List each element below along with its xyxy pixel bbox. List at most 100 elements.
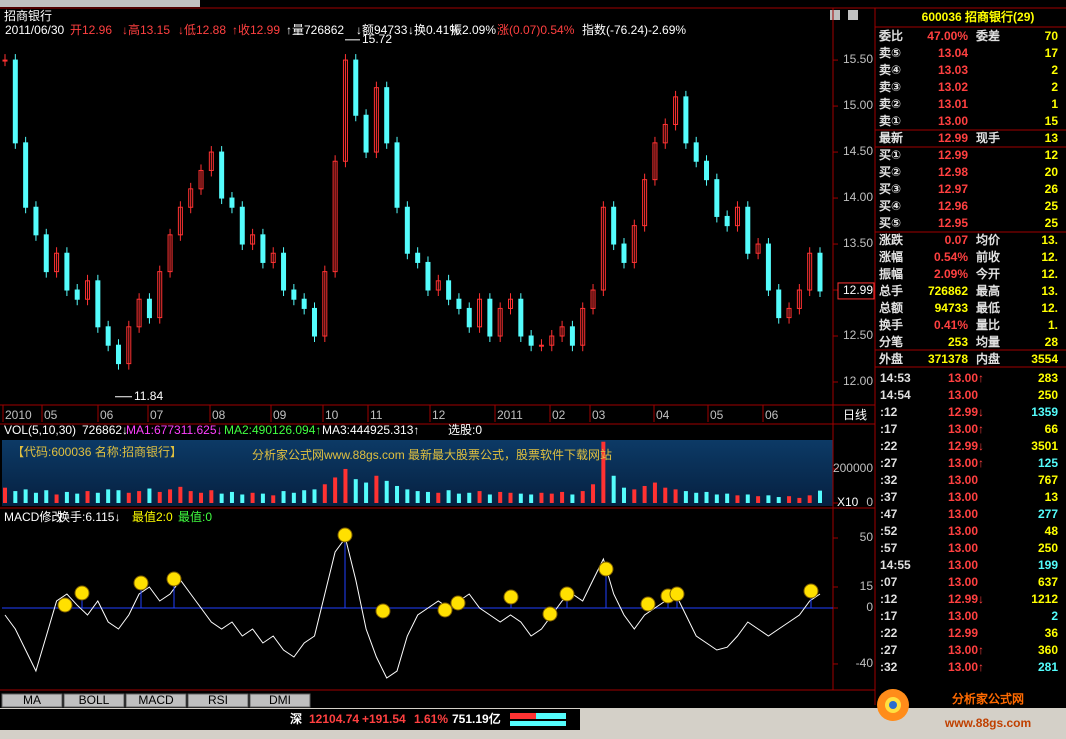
- volume-bar: [384, 480, 389, 503]
- candle: [600, 206, 606, 291]
- tab[interactable]: [187, 693, 249, 708]
- tab-label: BOLL: [79, 693, 110, 707]
- candle: [538, 344, 544, 347]
- date-label: 10: [325, 408, 339, 422]
- quote-value: 13.: [1041, 233, 1058, 247]
- trade-price: 12.99↓: [948, 592, 984, 606]
- logo-text: 分析家公式网: [952, 691, 1024, 706]
- overlay-text: 【代码:600036 名称:招商银行】: [12, 444, 182, 459]
- volume-bar: [652, 482, 657, 503]
- trade-price: 13.00: [948, 575, 978, 589]
- tab[interactable]: [249, 693, 311, 708]
- volume-bar: [745, 494, 750, 503]
- index-bar-cyan2: [510, 721, 566, 726]
- candle: [817, 252, 823, 292]
- quote-value: 0.54%: [934, 250, 968, 264]
- trade-price: 13.00: [948, 507, 978, 521]
- candle: [724, 215, 730, 227]
- candle: [734, 206, 740, 227]
- info-item: 振2.09%: [450, 23, 496, 37]
- trade-time: :07: [880, 575, 898, 589]
- volume-bar: [85, 491, 90, 503]
- volume-bar: [374, 475, 379, 503]
- volume-bar: [199, 492, 204, 503]
- trade-time: :22: [880, 626, 898, 640]
- y-tick-label: -40: [856, 656, 874, 670]
- quote-value: 371378: [928, 352, 968, 366]
- volume-bar: [735, 495, 740, 503]
- volume-bar: [250, 492, 255, 503]
- info-item: 指数(-76.24)-2.69%: [582, 22, 686, 37]
- candle: [146, 298, 152, 319]
- volume-bar: [54, 494, 59, 503]
- quote-label: 现手: [976, 130, 1000, 145]
- trade-price: 12.99↓: [948, 439, 984, 453]
- info-item: ↓换0.41%: [408, 23, 460, 37]
- quote-value: 2.09%: [934, 267, 968, 281]
- tab[interactable]: [125, 693, 187, 708]
- volume-bar: [642, 485, 647, 503]
- candle: [64, 252, 70, 291]
- volume-bar: [281, 491, 286, 503]
- y-tick-label: 14.00: [843, 190, 873, 204]
- quote-label: 涨跌: [879, 232, 904, 247]
- candle: [177, 206, 183, 236]
- date-label: 05: [44, 408, 58, 422]
- candle: [404, 206, 410, 254]
- quote-value: 47.00%: [927, 29, 968, 43]
- y-tick-label: 12.50: [843, 328, 873, 342]
- candle: [425, 261, 431, 291]
- index-bar-cyan: [536, 713, 566, 719]
- candle: [776, 289, 782, 319]
- quote-value: 0.07: [945, 233, 969, 247]
- candle: [673, 96, 679, 125]
- trade-time: 14:55: [880, 558, 911, 572]
- quote-label: 买④: [879, 199, 901, 213]
- tab[interactable]: [1, 693, 63, 708]
- volume-bar: [322, 484, 327, 503]
- signal-icon: [803, 583, 819, 599]
- signal-icon: [450, 595, 466, 611]
- macd-header: 换手:6.115↓: [58, 510, 120, 524]
- candle: [43, 234, 49, 273]
- volume-bar: [456, 493, 461, 503]
- volume-bar: [498, 491, 503, 503]
- minimize-button[interactable]: [830, 10, 840, 20]
- volume-bar: [425, 491, 430, 503]
- candle: [642, 179, 648, 227]
- candle: [95, 280, 101, 328]
- tab[interactable]: [63, 693, 125, 708]
- high-label: 15.72: [362, 32, 392, 46]
- signal-icon: [57, 597, 73, 613]
- volume-bar: [147, 488, 152, 503]
- volume-bar: [508, 492, 513, 503]
- info-item: ↓高13.15: [122, 22, 170, 37]
- tab-label: RSI: [208, 693, 228, 707]
- tab-label: MACD: [138, 693, 174, 707]
- candle: [54, 252, 60, 273]
- candle: [755, 243, 761, 254]
- quote-volume: 12: [1045, 148, 1059, 162]
- quote-label: 均价: [976, 232, 1001, 247]
- toolbar[interactable]: [0, 0, 200, 7]
- volume-bar: [44, 490, 49, 503]
- trade-volume: 1212: [1031, 592, 1058, 606]
- volume-header: 726862↓: [82, 423, 128, 437]
- status-item: 1.61%: [414, 712, 448, 726]
- scale-label: X10: [837, 495, 859, 509]
- volume-bar: [157, 491, 162, 503]
- y-tick-label: 200000: [833, 461, 873, 475]
- quote-volume: 17: [1045, 46, 1059, 60]
- trade-volume: 637: [1038, 575, 1058, 589]
- close-button[interactable]: [848, 10, 858, 20]
- volume-bar: [663, 487, 668, 503]
- candle: [745, 206, 751, 254]
- volume-bar: [591, 484, 596, 503]
- trade-time: :37: [880, 490, 898, 504]
- quote-value: 726862: [928, 284, 968, 298]
- tab-label: DMI: [269, 693, 291, 707]
- volume-bar: [776, 497, 781, 503]
- candle: [435, 280, 441, 291]
- quote-label: 最低: [976, 300, 1000, 315]
